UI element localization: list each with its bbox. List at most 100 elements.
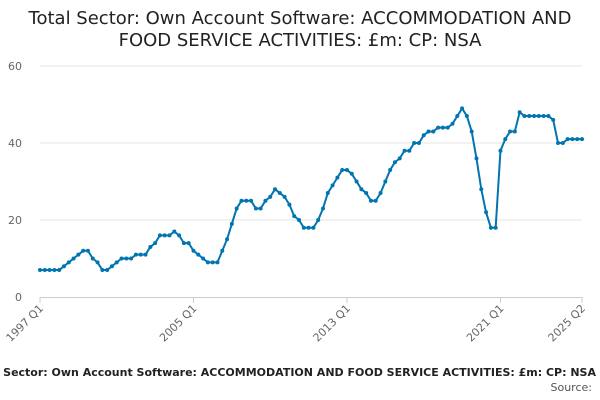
data-point bbox=[277, 191, 282, 196]
data-point bbox=[306, 225, 311, 230]
data-point bbox=[273, 187, 278, 192]
data-point bbox=[239, 198, 244, 203]
data-point bbox=[38, 268, 42, 273]
data-point bbox=[527, 114, 532, 119]
data-point bbox=[364, 191, 369, 196]
data-point bbox=[532, 114, 537, 119]
data-point bbox=[95, 260, 100, 265]
data-point bbox=[421, 133, 426, 138]
data-point bbox=[138, 252, 143, 257]
data-point bbox=[416, 141, 421, 145]
data-point bbox=[560, 141, 565, 145]
data-point bbox=[311, 225, 316, 230]
data-point bbox=[522, 114, 527, 119]
data-point bbox=[81, 248, 86, 253]
data-point bbox=[407, 148, 412, 153]
data-point bbox=[215, 260, 220, 265]
data-point bbox=[71, 256, 76, 261]
data-point bbox=[340, 167, 345, 172]
data-point bbox=[349, 171, 354, 176]
data-point bbox=[129, 256, 134, 261]
data-point bbox=[580, 137, 584, 142]
data-point bbox=[378, 191, 383, 196]
data-point bbox=[52, 268, 57, 273]
data-point bbox=[244, 198, 249, 203]
series-line bbox=[40, 107, 582, 272]
data-point bbox=[201, 256, 206, 261]
x-tick-label: 1997 Q1 bbox=[4, 302, 47, 345]
data-point bbox=[426, 129, 431, 134]
data-point bbox=[66, 260, 71, 265]
data-point bbox=[512, 129, 517, 134]
x-tick-label: 2013 Q1 bbox=[311, 302, 354, 345]
data-point bbox=[503, 137, 508, 142]
data-point bbox=[359, 187, 364, 192]
data-point bbox=[167, 233, 172, 238]
data-point bbox=[148, 244, 153, 249]
data-point bbox=[263, 198, 268, 203]
data-point bbox=[133, 252, 138, 257]
series-label-text: Total Sector: Own Account Software: ACCO… bbox=[0, 366, 596, 379]
data-point bbox=[479, 187, 484, 192]
gridlines bbox=[40, 65, 582, 221]
data-point bbox=[445, 125, 450, 130]
data-point bbox=[488, 225, 493, 230]
axes: 0 20 40 60 1997 Q1 2005 Q1 2013 Q1 2021 Q1 2025 … bbox=[4, 60, 589, 344]
data-point bbox=[186, 241, 191, 246]
data-point bbox=[85, 248, 90, 253]
data-point bbox=[282, 194, 287, 199]
data-point bbox=[301, 225, 306, 230]
data-point bbox=[460, 106, 465, 111]
data-point bbox=[234, 206, 239, 211]
data-point bbox=[287, 202, 292, 207]
chart-title-container: Total Sector: Own Account Software: ACCO… bbox=[0, 8, 600, 52]
data-point bbox=[397, 156, 402, 161]
data-point bbox=[76, 252, 81, 257]
data-point bbox=[114, 260, 119, 265]
data-point bbox=[181, 241, 186, 246]
data-point bbox=[196, 252, 201, 257]
data-point bbox=[541, 114, 546, 119]
data-point bbox=[316, 218, 321, 222]
data-point bbox=[109, 264, 114, 269]
data-point bbox=[47, 268, 52, 273]
data-point bbox=[172, 229, 177, 234]
data-point bbox=[162, 233, 167, 238]
x-tick-label: 2025 Q2 bbox=[546, 302, 589, 345]
y-tick-label: 20 bbox=[8, 214, 22, 227]
data-point bbox=[335, 175, 340, 180]
data-point bbox=[450, 121, 455, 126]
x-tick-label: 2021 Q1 bbox=[464, 302, 507, 345]
data-point bbox=[268, 194, 273, 199]
data-point bbox=[124, 256, 129, 261]
data-point bbox=[297, 218, 302, 222]
data-point bbox=[258, 206, 263, 211]
data-point bbox=[440, 125, 445, 130]
data-point bbox=[517, 110, 522, 115]
data-point bbox=[368, 198, 373, 203]
data-point bbox=[320, 206, 325, 211]
data-point bbox=[388, 167, 393, 172]
data-point bbox=[253, 206, 258, 211]
data-point bbox=[412, 141, 417, 145]
y-tick-label: 0 bbox=[15, 291, 22, 304]
data-point bbox=[105, 268, 110, 273]
data-point bbox=[546, 114, 551, 119]
data-point bbox=[205, 260, 210, 265]
y-tick-label: 60 bbox=[8, 60, 22, 73]
data-point bbox=[431, 129, 436, 134]
data-point bbox=[220, 248, 225, 253]
series-label: Total Sector: Own Account Software: ACCO… bbox=[0, 366, 596, 379]
data-point bbox=[229, 221, 234, 226]
data-point bbox=[42, 268, 47, 273]
data-point bbox=[402, 148, 407, 153]
data-point bbox=[143, 252, 148, 257]
data-point bbox=[157, 233, 162, 238]
series-layer bbox=[38, 106, 584, 273]
data-point bbox=[249, 198, 254, 203]
data-point bbox=[191, 248, 196, 253]
data-point bbox=[436, 125, 441, 130]
data-point bbox=[484, 210, 489, 215]
data-point bbox=[57, 268, 62, 273]
